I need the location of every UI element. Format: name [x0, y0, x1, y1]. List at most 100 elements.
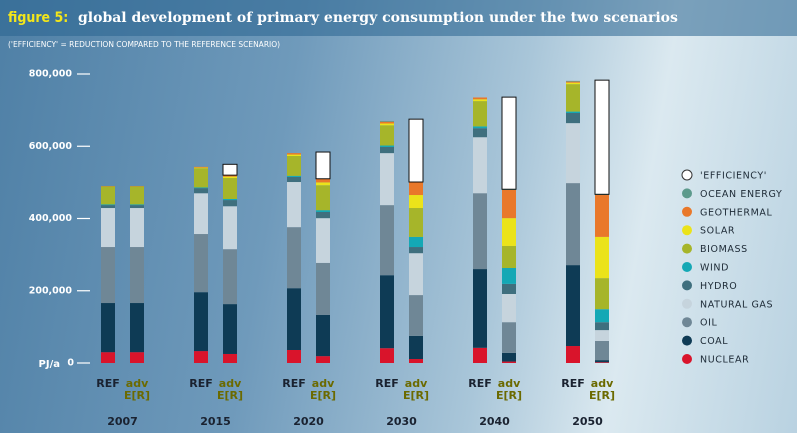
y-tick-label: 400,000	[29, 213, 73, 224]
chart-subtitle: ('EFFICIENCY' = REDUCTION COMPARED TO TH…	[8, 40, 280, 49]
scenario-label: adv E[R]	[399, 378, 433, 402]
bar-segment	[194, 193, 208, 234]
bar-segment	[287, 176, 301, 177]
bar-segment	[194, 292, 208, 351]
bar-segment	[287, 156, 301, 176]
legend-label: GEOTHERMAL	[700, 207, 772, 218]
legend-label: BIOMASS	[700, 244, 748, 255]
bar-segment	[130, 352, 144, 363]
x-group-label: 2050	[572, 415, 603, 428]
legend-swatch	[682, 188, 692, 198]
bar-segment	[409, 247, 423, 253]
legend-label: SOLAR	[700, 226, 735, 237]
bar-segment	[194, 188, 208, 193]
bar-segment	[223, 354, 237, 363]
bar-segment	[380, 125, 394, 145]
bar-segment	[223, 304, 237, 354]
bar-segment	[409, 359, 423, 363]
bar-segment	[130, 303, 144, 352]
scenario-label: adv E[R]	[585, 378, 619, 402]
chart-title: global development of primary energy con…	[78, 10, 678, 26]
bar-segment	[566, 183, 580, 265]
bar-segment	[566, 81, 580, 82]
bar-segment	[566, 112, 580, 113]
bar-segment	[473, 128, 487, 137]
bar-segment	[409, 119, 423, 182]
bar-segment	[223, 178, 237, 199]
y-tick-label: 200,000	[29, 285, 73, 296]
bar-segment	[130, 205, 144, 208]
bar-segment	[380, 147, 394, 153]
bar-segment	[409, 182, 423, 195]
legend-swatch	[682, 170, 692, 180]
bar-segment	[502, 284, 516, 294]
bar-segment	[566, 82, 580, 83]
bar-segment	[473, 99, 487, 101]
x-group-label: 2015	[200, 415, 231, 428]
bar-segment	[502, 362, 516, 363]
legend-label: OIL	[700, 318, 717, 329]
y-tick-label: 800,000	[29, 69, 73, 80]
bar-segment	[223, 206, 237, 249]
bar-segment	[566, 265, 580, 346]
bar-segment	[595, 278, 609, 309]
bar-segment	[380, 275, 394, 348]
bar-segment	[316, 185, 330, 210]
bar-segment	[130, 204, 144, 205]
bar-segment	[316, 179, 330, 183]
bar-segment	[502, 218, 516, 246]
bar-segment	[595, 360, 609, 362]
bar-segment	[223, 177, 237, 178]
bar-segment	[473, 101, 487, 126]
x-group-label: 2030	[386, 415, 417, 428]
bar-segment	[566, 346, 580, 363]
bar-segment	[101, 303, 115, 352]
x-group-label: 2040	[479, 415, 510, 428]
bar-segment	[502, 268, 516, 284]
legend-swatch	[682, 280, 692, 290]
bar-segment	[130, 186, 144, 204]
bar-segment	[380, 205, 394, 275]
bar-segment	[130, 247, 144, 303]
legend-swatch	[682, 207, 692, 217]
legend-label: NUCLEAR	[700, 355, 749, 366]
bar-segment	[223, 199, 237, 200]
legend-swatch	[682, 317, 692, 327]
bar-segment	[223, 164, 237, 175]
bar-segment	[101, 208, 115, 247]
bar-segment	[287, 177, 301, 182]
bar-segment	[409, 253, 423, 295]
bar-segment	[223, 249, 237, 304]
bar-segment	[595, 309, 609, 322]
legend-label: NATURAL GAS	[700, 299, 773, 310]
bar-segment	[409, 208, 423, 237]
bar-segment	[316, 356, 330, 363]
figure-label: figure 5:	[8, 10, 68, 26]
bar-segment	[595, 322, 609, 330]
bar-segment	[595, 195, 609, 237]
bar-segment	[473, 348, 487, 363]
bar-segment	[316, 212, 330, 218]
bar-segment	[409, 295, 423, 336]
bar-segment	[194, 234, 208, 292]
chart-page: figure 5: global development of primary …	[0, 0, 797, 433]
bar-segment	[316, 263, 330, 315]
bar-segment	[502, 294, 516, 322]
bar-segment	[409, 195, 423, 208]
bar-segment	[473, 137, 487, 193]
scenario-label: adv E[R]	[492, 378, 526, 402]
bar-segment	[194, 187, 208, 188]
chart: figure 5: global development of primary …	[0, 0, 797, 433]
bar-segment	[595, 80, 609, 194]
bar-segment	[566, 83, 580, 84]
bar-segment	[566, 123, 580, 183]
bar-segment	[194, 167, 208, 168]
legend-swatch	[682, 244, 692, 254]
bar-segment	[287, 153, 301, 154]
bar-segment	[380, 146, 394, 147]
y-tick-label: 0	[67, 358, 74, 369]
bar-segment	[566, 84, 580, 111]
bar-segment	[194, 168, 208, 169]
bar-segment	[595, 341, 609, 360]
bar-segment	[595, 237, 609, 278]
